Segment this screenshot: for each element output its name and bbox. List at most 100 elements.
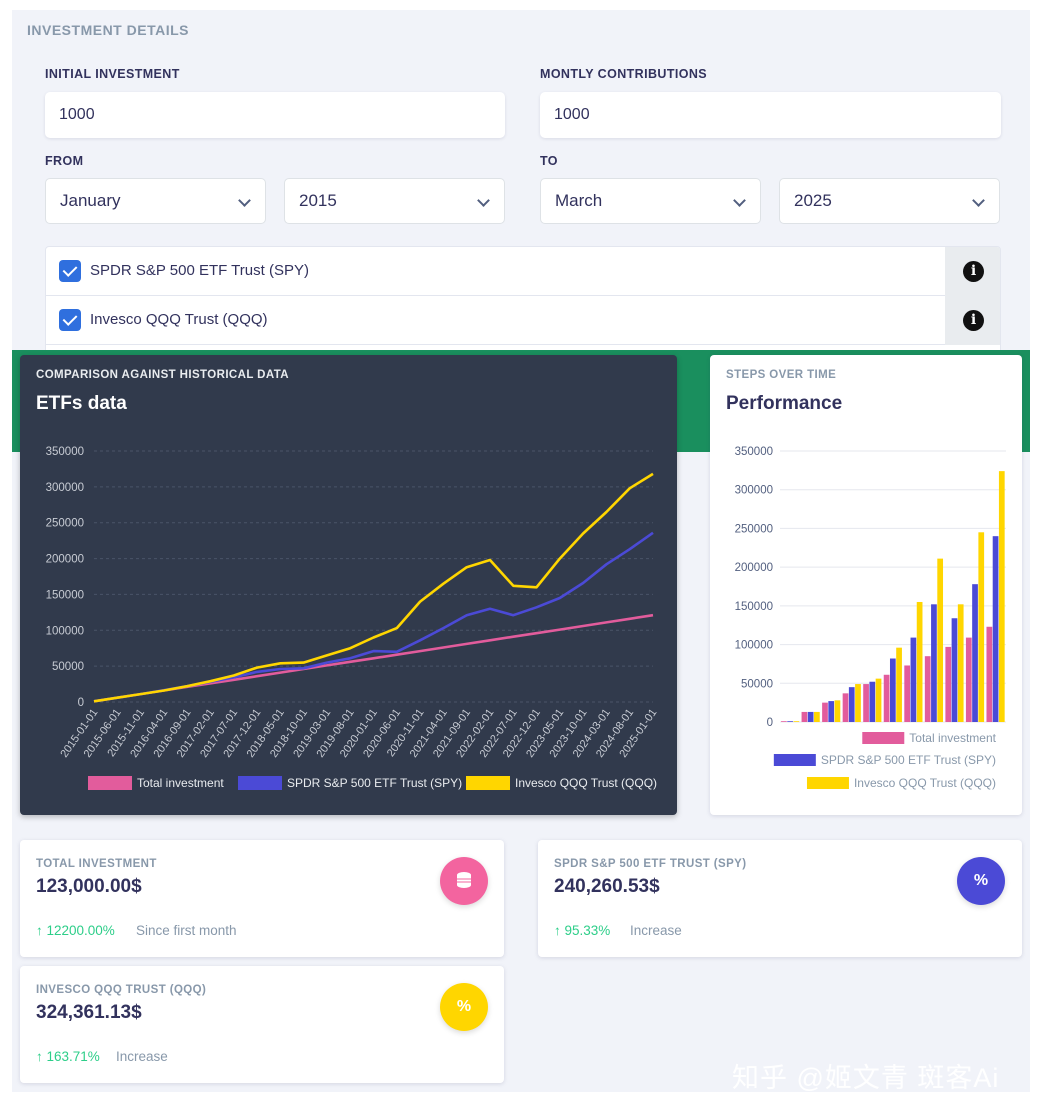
legend-swatch	[806, 777, 849, 789]
stat-value: 324,361.13$	[36, 1002, 142, 1023]
y-tick-label: 0	[78, 697, 84, 709]
stat-title: SPDR S&P 500 ETF TRUST (SPY)	[554, 858, 747, 870]
to-year-value: 2025	[794, 191, 832, 210]
etf-row-qqq[interactable]: Invesco QQQ Trust (QQQ) i	[46, 296, 1000, 345]
watermark: 知乎 @姬文青 斑客Ai	[732, 1063, 1000, 1093]
investment-form: INVESTMENT DETAILS INITIAL INVESTMENT 10…	[12, 10, 1030, 356]
monthly-contributions-label: MONTLY CONTRIBUTIONS	[540, 67, 708, 81]
y-tick-label: 100000	[46, 625, 84, 637]
from-label: FROM	[45, 154, 84, 168]
chevron-down-icon	[720, 179, 760, 223]
stat-card-spy: SPDR S&P 500 ETF TRUST (SPY) 240,260.53$…	[538, 840, 1022, 957]
legend-swatch	[773, 754, 816, 766]
stat-note: Increase	[630, 923, 682, 938]
etf-info-button-spy[interactable]: i	[945, 247, 1000, 296]
bar	[848, 687, 855, 722]
bar	[822, 702, 828, 722]
bar	[807, 711, 814, 722]
card-title: Performance	[726, 393, 843, 414]
y-tick-label: 150000	[46, 589, 84, 601]
etf-info-button-qqq[interactable]: i	[945, 296, 1000, 345]
from-month-value: January	[60, 191, 121, 210]
y-tick-label: 50000	[741, 678, 773, 690]
legend-label: Invesco QQQ Trust (QQQ)	[515, 776, 657, 790]
info-icon: i	[963, 310, 984, 331]
to-year-select[interactable]: 2025	[779, 178, 1000, 224]
stat-change: ↑ 12200.00%	[36, 923, 115, 938]
bar	[828, 701, 835, 722]
stat-card-qqq: INVESCO QQQ TRUST (QQQ) 324,361.13$ ↑ 16…	[20, 966, 504, 1083]
legend-label: Invesco QQQ Trust (QQQ)	[854, 776, 996, 790]
stat-value: 240,260.53$	[554, 876, 660, 897]
stat-change: ↑ 95.33%	[554, 923, 611, 938]
legend-swatch	[238, 776, 282, 790]
initial-investment-input[interactable]: 1000	[45, 92, 505, 138]
bar-chart: 0 50000 100000 150000 200000 250000 300000 3500…	[735, 446, 1006, 790]
chevron-down-icon	[959, 179, 999, 223]
stat-title: INVESCO QQQ TRUST (QQQ)	[36, 984, 207, 996]
bar	[855, 684, 861, 722]
legend-label: SPDR S&P 500 ETF Trust (SPY)	[821, 753, 996, 767]
etf-label-qqq: Invesco QQQ Trust (QQQ)	[90, 311, 268, 328]
bar	[937, 558, 944, 722]
bar	[965, 637, 972, 722]
bar	[957, 604, 964, 722]
etf-checkbox-spy[interactable]	[59, 260, 81, 282]
from-year-value: 2015	[299, 191, 337, 210]
coins-icon	[440, 857, 488, 905]
legend-swatch	[466, 776, 510, 790]
y-tick-label: 150000	[735, 601, 773, 613]
card-subtitle: COMPARISON AGAINST HISTORICAL DATA	[36, 369, 289, 381]
stat-note: Increase	[116, 1049, 168, 1064]
bar	[998, 471, 1005, 722]
y-tick-label: 250000	[46, 518, 84, 530]
stat-card-total-investment: TOTAL INVESTMENT 123,000.00$ ↑ 12200.00%…	[20, 840, 504, 957]
stat-value: 123,000.00$	[36, 876, 142, 897]
bar	[863, 684, 869, 722]
bar	[787, 721, 793, 722]
bar	[924, 656, 931, 722]
percent-icon: %	[440, 983, 488, 1031]
etf-checkbox-qqq[interactable]	[59, 309, 81, 331]
bar	[883, 674, 890, 722]
line-chart: 0 50000 100000 150000 200000 250000 300000 3500…	[46, 446, 659, 790]
stat-note: Since first month	[136, 923, 237, 938]
bar	[978, 532, 985, 722]
legend-label: Total investment	[137, 776, 224, 790]
y-tick-label: 350000	[735, 446, 773, 458]
y-tick-label: 50000	[52, 661, 84, 673]
bar	[931, 604, 937, 722]
y-tick-label: 200000	[46, 554, 84, 566]
bar	[916, 601, 923, 722]
chevron-down-icon	[225, 179, 265, 223]
y-tick-label: 0	[767, 717, 773, 729]
bar	[875, 678, 882, 722]
to-month-select[interactable]: March	[540, 178, 761, 224]
etf-label-spy: SPDR S&P 500 ETF Trust (SPY)	[90, 262, 309, 279]
y-tick-label: 200000	[735, 562, 773, 574]
bar	[910, 637, 917, 722]
y-tick-label: 250000	[735, 523, 773, 535]
from-month-select[interactable]: January	[45, 178, 266, 224]
legend-swatch	[88, 776, 132, 790]
bar	[986, 626, 993, 722]
bar	[951, 618, 958, 722]
bar	[801, 711, 808, 722]
legend-label: SPDR S&P 500 ETF Trust (SPY)	[287, 776, 462, 790]
legend-swatch	[862, 732, 905, 744]
bar	[842, 693, 849, 722]
percent-icon: %	[957, 857, 1005, 905]
etf-list: SPDR S&P 500 ETF Trust (SPY) i Invesco Q…	[45, 246, 1001, 356]
bar	[896, 647, 902, 722]
initial-investment-label: INITIAL INVESTMENT	[45, 67, 180, 81]
series-line	[93, 472, 654, 703]
chevron-down-icon	[464, 179, 504, 223]
to-month-value: March	[555, 191, 603, 210]
bar	[945, 646, 952, 722]
card-subtitle: STEPS OVER TIME	[726, 369, 837, 381]
from-year-select[interactable]: 2015	[284, 178, 505, 224]
bar	[904, 665, 911, 722]
monthly-contributions-input[interactable]: 1000	[540, 92, 1001, 138]
bar	[972, 584, 978, 722]
etf-row-spy[interactable]: SPDR S&P 500 ETF Trust (SPY) i	[46, 247, 1000, 296]
